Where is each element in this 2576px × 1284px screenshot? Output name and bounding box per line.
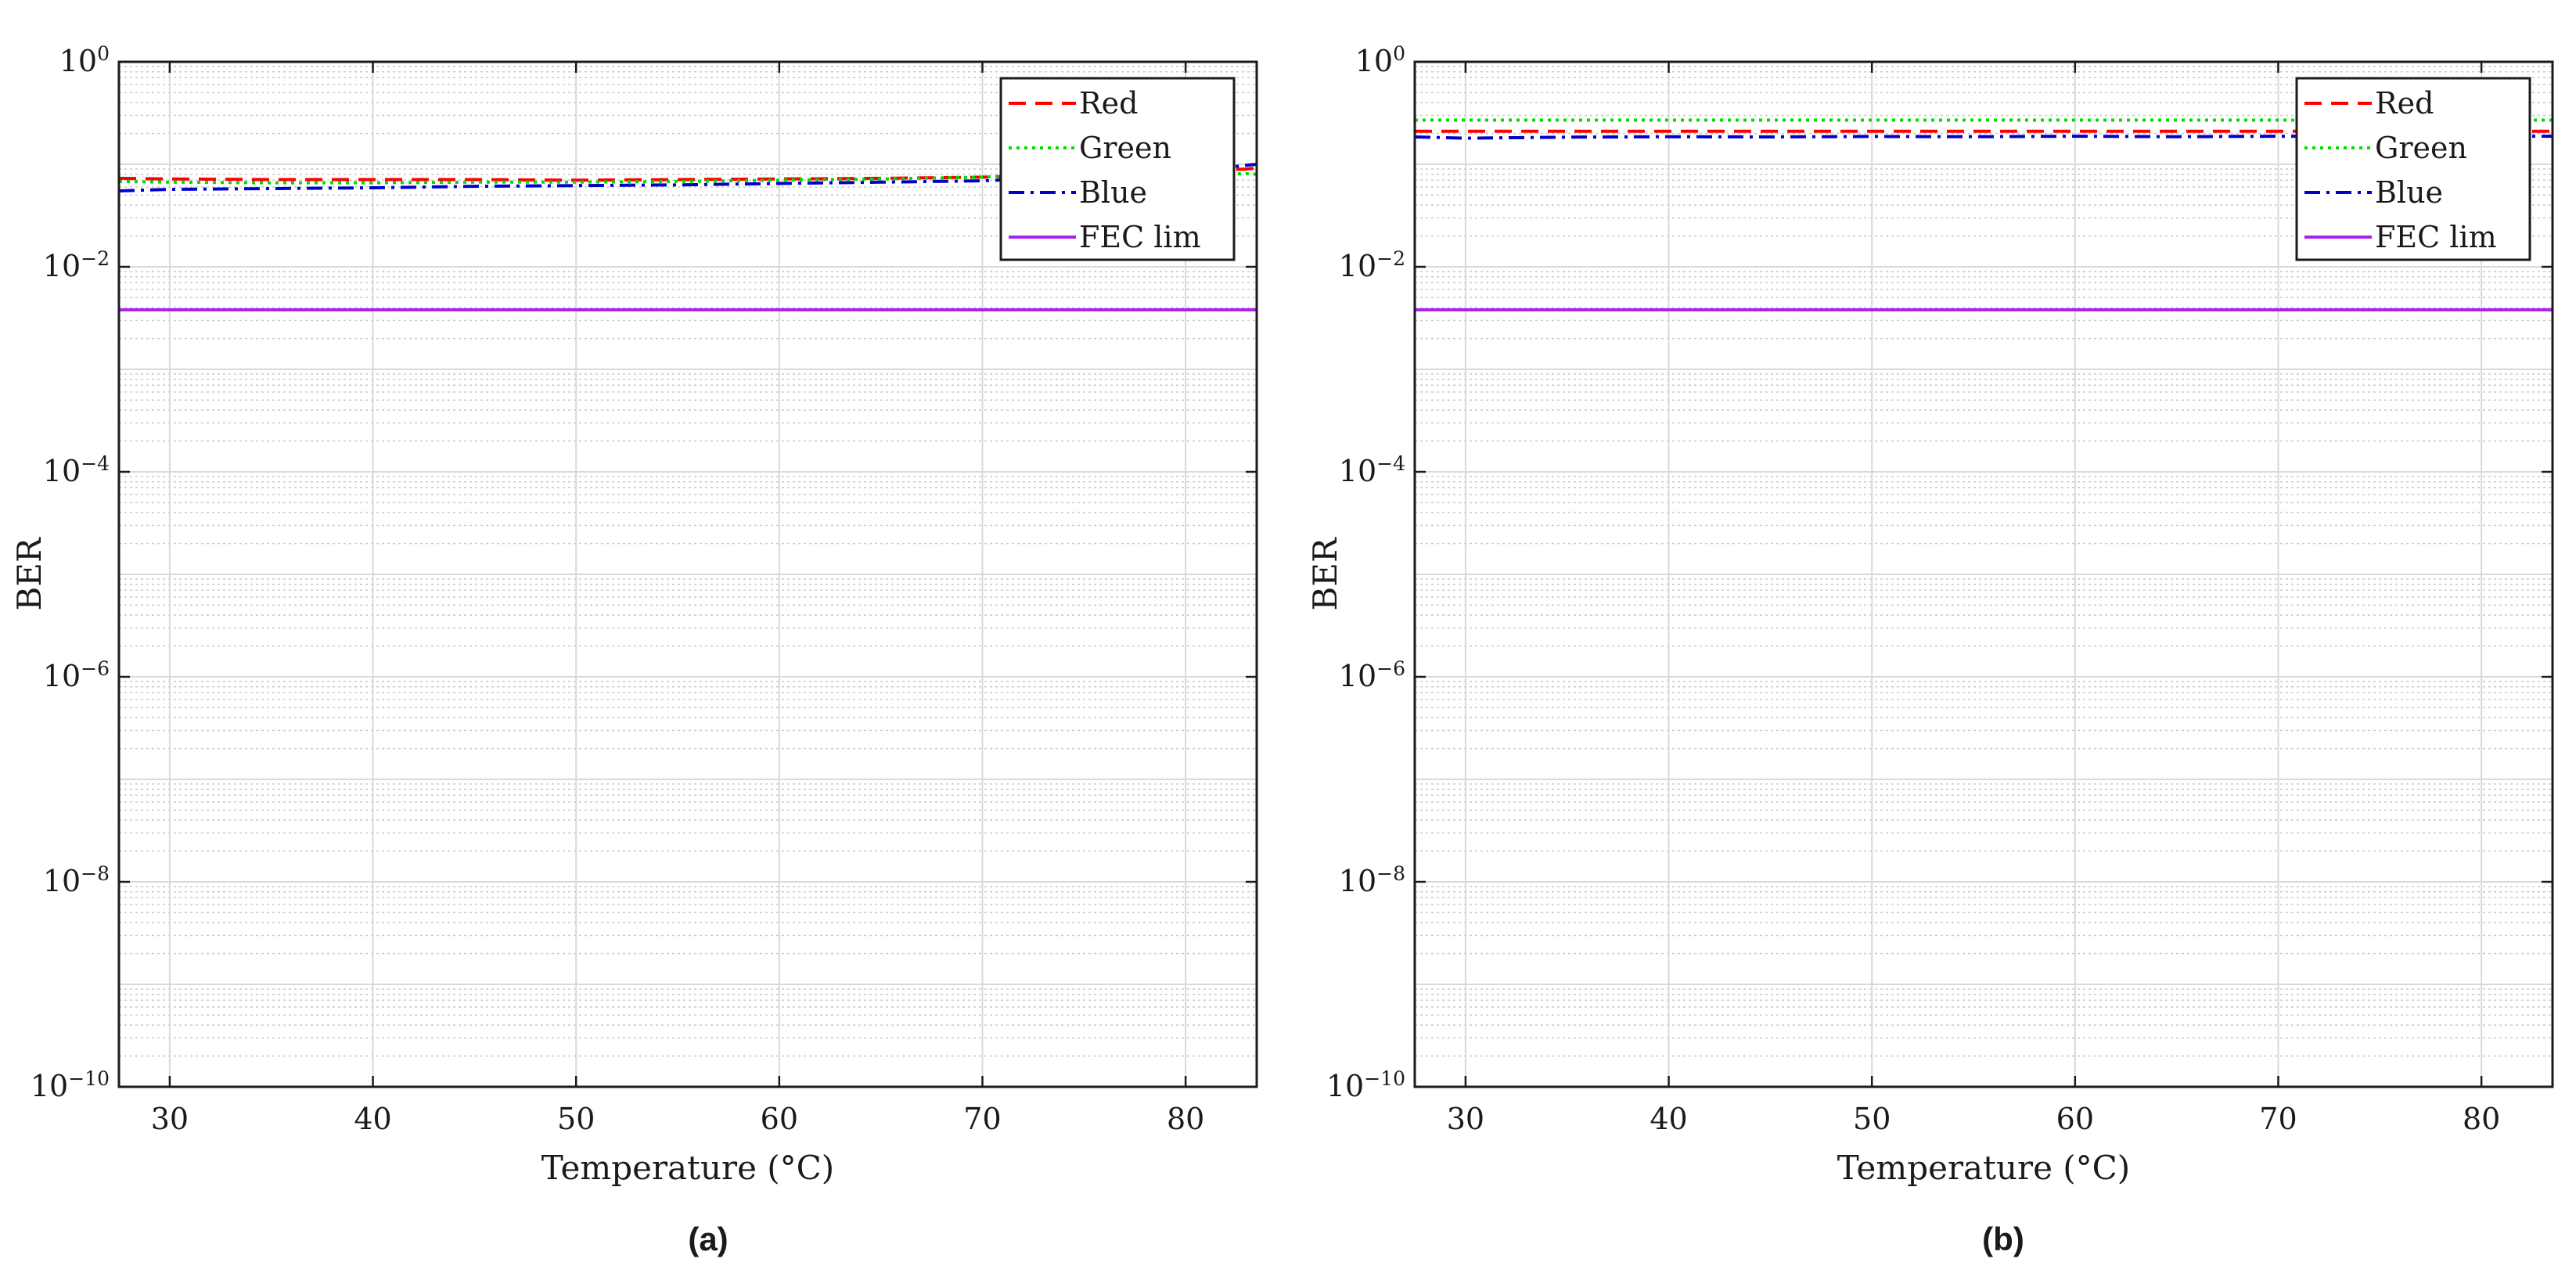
y-tick-label: 10−4 — [1339, 452, 1405, 489]
legend-label-green: Green — [1079, 131, 1171, 165]
x-tick-label: 60 — [761, 1102, 798, 1136]
chart-panel-b: 30 40 50 60 70 80 100 10−2 10−4 10−6 10−… — [1306, 42, 2554, 1257]
x-tick-label: 50 — [557, 1102, 595, 1136]
y-tick-label: 100 — [59, 42, 110, 79]
y-tick-labels: 100 10−2 10−4 10−6 10−8 10−10 — [1326, 42, 1405, 1104]
x-axis-label: Temperature (°C) — [541, 1149, 834, 1187]
x-tick-labels: 30 40 50 60 70 80 — [151, 1102, 1205, 1136]
legend-label-green: Green — [2375, 131, 2467, 165]
x-tick-label: 40 — [1650, 1102, 1687, 1136]
legend-box — [2295, 77, 2531, 261]
y-tick-label: 10−10 — [1326, 1067, 1405, 1104]
series-line-green — [118, 172, 1257, 185]
x-tick-label: 30 — [1447, 1102, 1484, 1136]
chart-panel-a: 30 40 50 60 70 80 100 10−2 10−4 10−6 10−… — [10, 42, 1258, 1257]
plot-frame — [1413, 60, 2554, 1088]
major-grid — [1415, 62, 2553, 1087]
x-tick-label: 80 — [2463, 1102, 2500, 1136]
y-axis-label: BER — [10, 537, 49, 611]
panel-caption: (b) — [1982, 1221, 2024, 1257]
plot-frame — [117, 60, 1258, 1088]
legend: Red Green Blue FEC lim — [2295, 77, 2531, 261]
y-axis-label: BER — [1306, 537, 1344, 611]
x-tick-label: 50 — [1853, 1102, 1891, 1136]
legend-label-fec-lim: FEC lim — [1079, 220, 1201, 254]
x-tick-label: 70 — [2259, 1102, 2297, 1136]
axis-ticks — [1415, 60, 2553, 1088]
x-tick-label: 80 — [1167, 1102, 1204, 1136]
y-tick-label: 10−6 — [43, 657, 110, 694]
legend-label-blue: Blue — [2375, 175, 2443, 210]
legend-box — [999, 77, 1236, 261]
y-tick-label: 10−2 — [43, 247, 110, 284]
x-tick-label: 30 — [151, 1102, 189, 1136]
y-tick-labels: 100 10−2 10−4 10−6 10−8 10−10 — [31, 42, 110, 1104]
x-tick-label: 40 — [354, 1102, 391, 1136]
panel-caption: (a) — [688, 1221, 728, 1257]
legend-label-fec-lim: FEC lim — [2375, 220, 2497, 254]
x-tick-labels: 30 40 50 60 70 80 — [1447, 1102, 2501, 1136]
y-tick-label: 10−8 — [43, 862, 110, 899]
x-axis-label: Temperature (°C) — [1837, 1149, 2130, 1187]
legend-label-red: Red — [1079, 86, 1138, 120]
y-tick-label: 10−2 — [1339, 247, 1405, 284]
y-tick-label: 10−6 — [1339, 657, 1405, 694]
y-tick-label: 10−10 — [31, 1067, 110, 1104]
legend-label-blue: Blue — [1079, 175, 1147, 210]
x-tick-label: 70 — [963, 1102, 1001, 1136]
axis-ticks — [119, 60, 1257, 1088]
x-tick-label: 60 — [2056, 1102, 2094, 1136]
y-tick-label: 100 — [1355, 42, 1405, 79]
legend-label-red: Red — [2375, 86, 2434, 120]
series-line-red — [118, 166, 1257, 182]
y-tick-label: 10−8 — [1339, 862, 1405, 899]
y-tick-label: 10−4 — [43, 452, 110, 489]
legend: Red Green Blue FEC lim — [999, 77, 1236, 261]
